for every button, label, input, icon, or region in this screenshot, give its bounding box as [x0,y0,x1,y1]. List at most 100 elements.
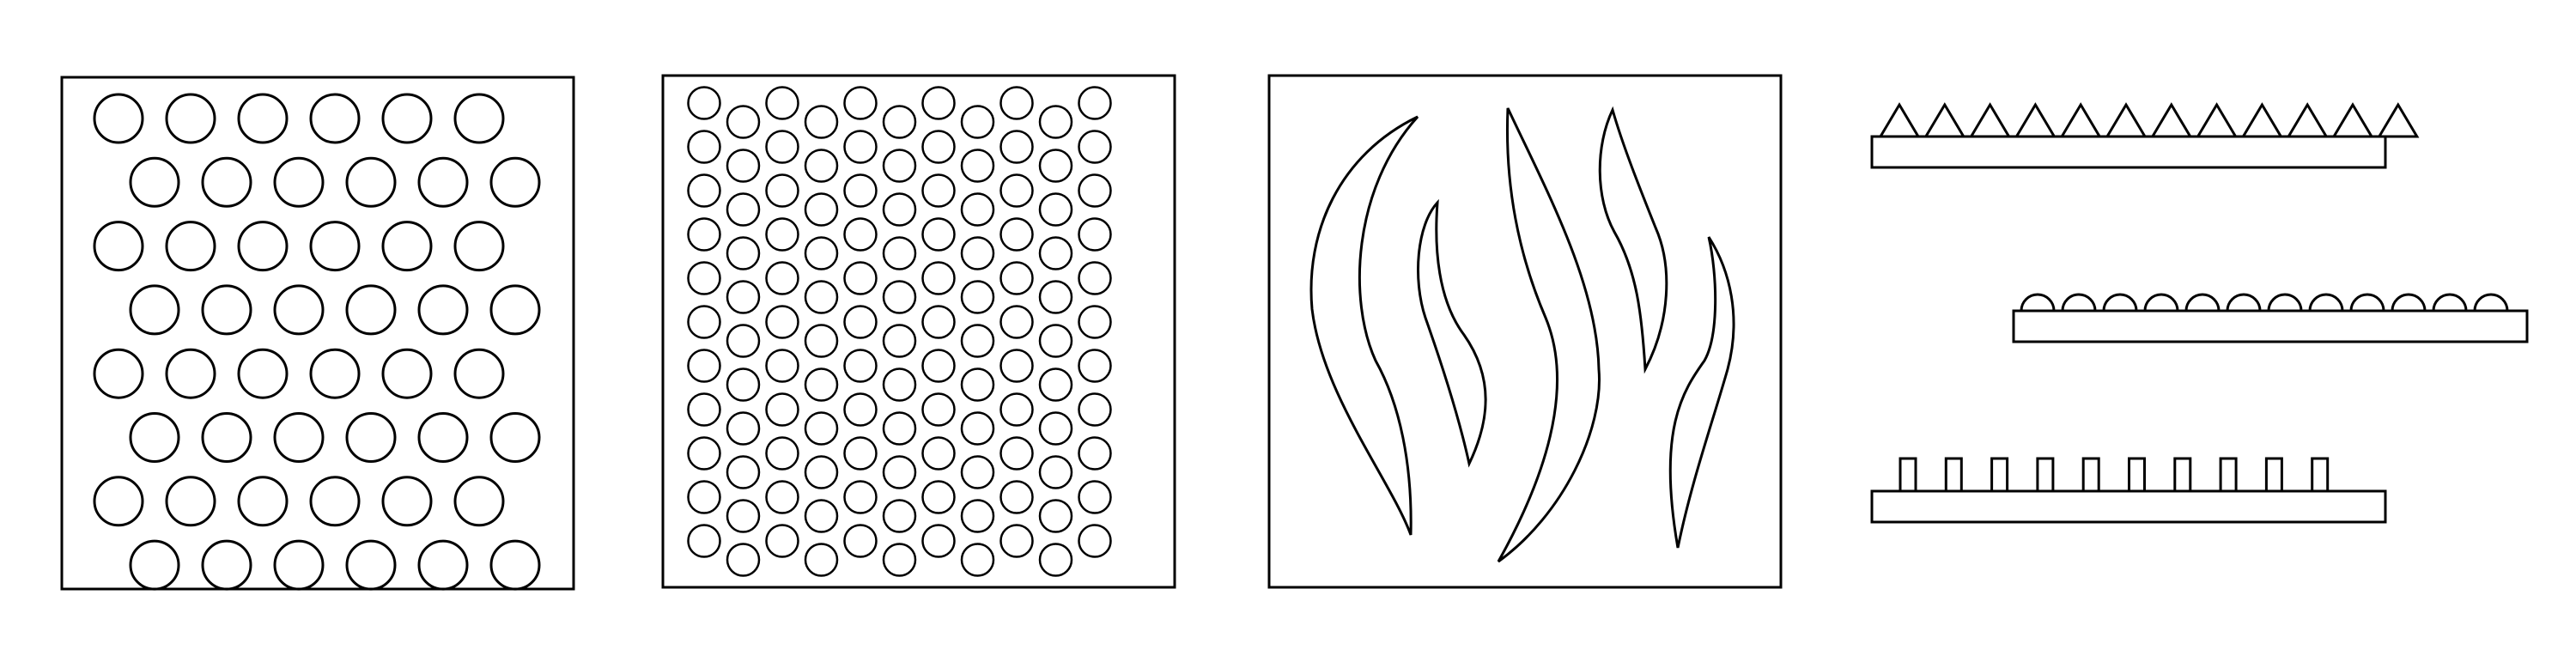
circle-feature [843,261,878,295]
circle-feature [882,236,917,270]
circle-feature [273,156,325,208]
circle-feature [843,305,878,339]
circle-feature [765,86,799,120]
circle-feature [93,348,144,399]
circle-feature [1038,280,1073,314]
circle-feature [804,149,839,183]
hemispherical-bump-profile [2012,293,2529,343]
circle-group [93,93,541,591]
circle-feature [960,411,995,446]
circle-feature [381,348,433,399]
dome-feature [2349,293,2385,312]
circle-feature [309,221,361,272]
circle-feature [201,284,252,336]
panel-frame [60,76,575,591]
circle-feature [843,173,878,208]
circle-feature [1078,173,1112,208]
dome-feature [2391,293,2427,312]
circle-feature [309,476,361,527]
circle-feature [381,476,433,527]
circle-feature [93,221,144,272]
triangle-feature [2331,102,2374,138]
lamella-shape [1668,236,1735,549]
circle-feature [999,305,1034,339]
triangle-feature [2240,102,2284,138]
circle-feature [765,480,799,514]
feature-group [2020,293,2509,312]
circle-feature [1038,324,1073,358]
circle-feature [726,324,761,358]
circle-feature [999,173,1034,208]
circle-feature [960,367,995,402]
circle-feature [489,539,541,591]
triangle-feature [1878,102,1921,138]
triangle-feature [1923,102,1966,138]
circle-feature [921,392,956,427]
circle-feature [921,261,956,295]
circle-feature [165,476,216,527]
circle-feature [726,149,761,183]
pillar-feature [1899,457,1917,493]
circle-feature [345,412,397,463]
circle-feature [1038,543,1073,577]
circle-feature [273,284,325,336]
circle-feature [921,86,956,120]
circle-feature [882,324,917,358]
lamella-shape [1497,107,1601,563]
curved-lamellae-panel [1267,74,1783,589]
circle-feature [1078,392,1112,427]
circle-feature [687,173,721,208]
circle-feature [765,436,799,471]
circle-feature [201,412,252,463]
circle-feature [882,543,917,577]
circle-feature [804,411,839,446]
circle-feature [882,411,917,446]
circle-feature [960,280,995,314]
circle-feature [237,221,289,272]
circle-feature [93,476,144,527]
circle-feature [726,192,761,227]
circle-feature [960,192,995,227]
circle-feature [309,93,361,144]
circle-feature [804,236,839,270]
circle-feature [345,539,397,591]
dome-feature [2267,293,2303,312]
circle-feature [165,221,216,272]
circle-feature [882,280,917,314]
circle-feature [489,156,541,208]
circle-feature [765,130,799,164]
lamella-shape [1417,198,1487,468]
triangular-ridge-profile [1870,102,2420,169]
lamella-shape [1598,106,1668,374]
circle-feature [453,221,505,272]
circle-feature [726,455,761,489]
circle-feature [417,539,469,591]
dome-feature [2432,293,2468,312]
circle-feature [882,192,917,227]
circle-feature [882,149,917,183]
pillar-feature [2128,457,2146,493]
circle-feature [489,284,541,336]
circle-feature [999,349,1034,383]
circle-feature [687,524,721,558]
circle-feature [1038,411,1073,446]
circle-feature [921,217,956,252]
circle-feature [882,105,917,139]
circle-feature [843,392,878,427]
circle-feature [1038,499,1073,533]
circle-feature [843,524,878,558]
circle-feature [804,543,839,577]
circle-feature [165,348,216,399]
circle-feature [843,480,878,514]
circle-feature [93,93,144,144]
lamella-shape [1309,115,1419,536]
circle-feature [804,367,839,402]
triangle-feature [1968,102,2012,138]
dome-feature [2020,293,2056,312]
circle-feature [1078,480,1112,514]
circle-feature [726,499,761,533]
circle-feature [843,217,878,252]
pillar-feature [2036,457,2055,493]
pillar-feature [2219,457,2238,493]
